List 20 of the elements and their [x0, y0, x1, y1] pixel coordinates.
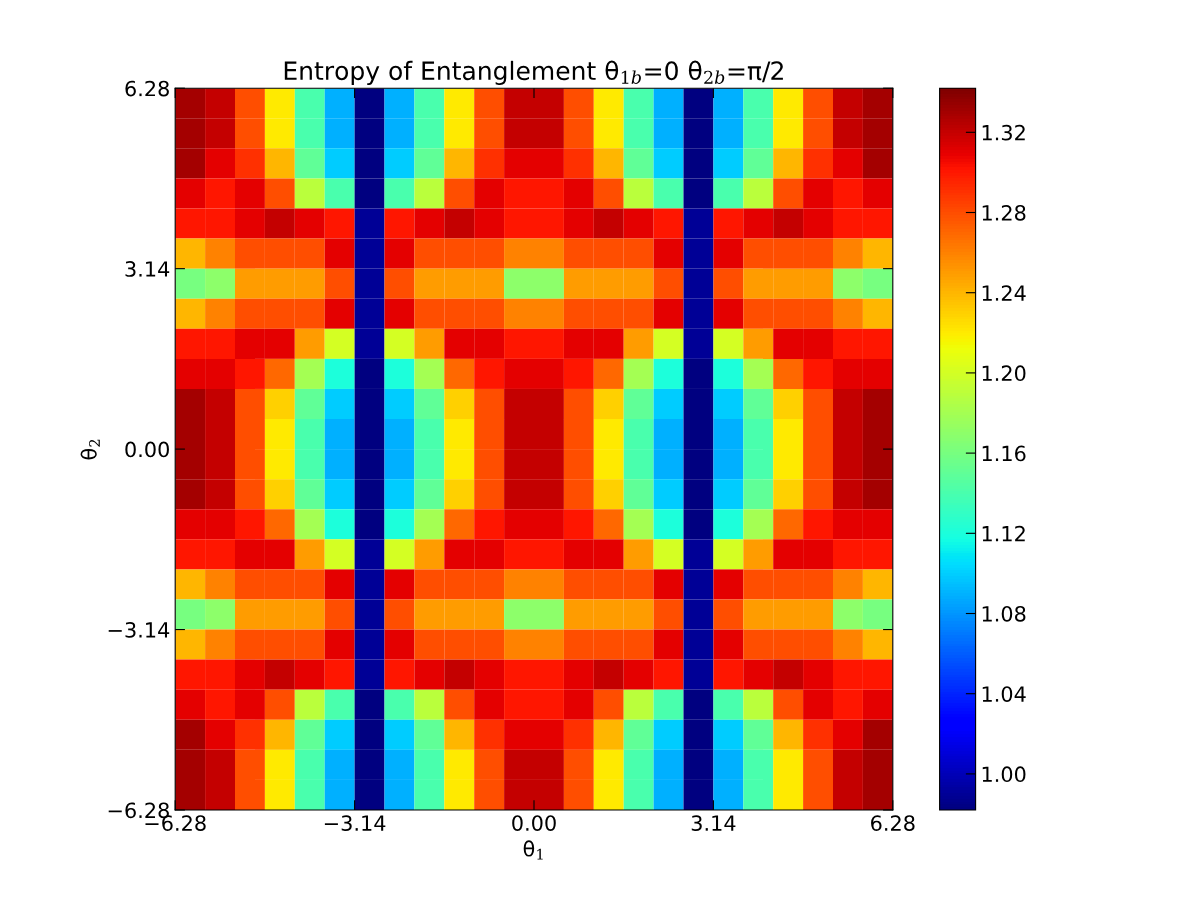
x-tick-label: 6.28: [871, 815, 915, 831]
color-bar-label: 1.28: [982, 204, 1026, 221]
y-tick-label: −3.14: [108, 622, 170, 638]
color-bar-label: 1.20: [982, 365, 1026, 382]
color-bar-label: 1.00: [982, 766, 1026, 783]
x-tick-label: −3.14: [324, 815, 386, 831]
x-tick-label: 3.14: [691, 815, 736, 831]
y-tick-label: 0.00: [125, 441, 169, 458]
color-bar-label: 1.12: [982, 525, 1025, 542]
x-axis-title: θ$_{1}$: [523, 840, 543, 860]
color-bar-label: 1.08: [982, 605, 1026, 622]
chart-title: Entropy of Entanglement θ$_{1b}$=0 θ$_{2b}$=π/2: [284, 60, 783, 86]
y-tick-label: 6.28: [125, 80, 169, 97]
color-bar-label: 1.24: [982, 285, 1026, 301]
x-tick-label: 0.00: [512, 815, 556, 831]
color-bar-label: 1.32: [982, 124, 1025, 141]
color-bar-label: 1.04: [982, 686, 1026, 702]
y-axis-title: θ$_{2}$: [80, 439, 100, 460]
y-tick-label: 3.14: [125, 261, 170, 277]
color-bar-label: 1.16: [982, 445, 1026, 462]
